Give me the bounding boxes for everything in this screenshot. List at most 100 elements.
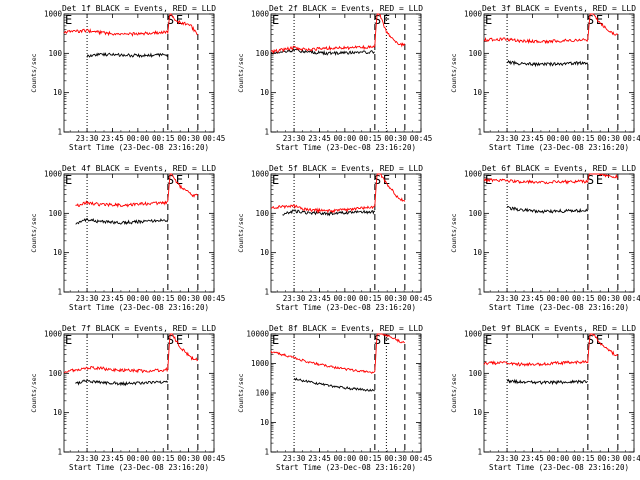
y-tick-label: 10 xyxy=(53,408,63,417)
panel-4: Det 4f BLACK = Events, RED = LLD 1 10 100 10… xyxy=(30,164,225,312)
panel-title: Det 5f BLACK = Events, RED = LLD xyxy=(269,164,423,173)
x-axis-label: Start Time (23-Dec-08 23:16:20) xyxy=(489,463,629,472)
x-tick-label: 00:15 xyxy=(572,134,595,143)
y-tick-label: 10 xyxy=(53,88,63,97)
y-tick-label: 1 xyxy=(57,288,62,297)
plot-frame xyxy=(63,13,215,133)
x-tick-label: 23:45 xyxy=(521,294,544,303)
y-tick-label: 100 xyxy=(48,369,62,378)
x-tick-label: 00:00 xyxy=(334,454,357,463)
y-tick-label: 10 xyxy=(473,248,483,257)
y-tick-label: 1000 xyxy=(251,10,270,19)
event-marker-s: S xyxy=(167,173,174,187)
y-tick-label: 10 xyxy=(473,88,483,97)
y-axis-label: Counts/sec xyxy=(30,53,38,92)
y-tick-label: 100 xyxy=(255,389,269,398)
x-tick-label: 23:30 xyxy=(76,454,99,463)
series-events xyxy=(75,378,169,387)
y-axis-label: Counts/sec xyxy=(30,373,38,412)
y-tick-label: 100 xyxy=(255,49,269,58)
x-axis-label: Start Time (23-Dec-08 23:16:20) xyxy=(489,143,629,152)
y-tick-label: 1000 xyxy=(251,359,270,368)
x-tick-label: 23:30 xyxy=(76,134,99,143)
y-tick-label: 1000 xyxy=(464,10,483,19)
x-tick-label: 23:45 xyxy=(101,134,124,143)
y-axis-label: Counts/sec xyxy=(237,373,245,412)
series-lld xyxy=(270,173,406,214)
event-marker-e: E xyxy=(65,13,72,27)
y-tick-label: 1 xyxy=(477,288,482,297)
x-tick-label: 00:30 xyxy=(384,134,407,143)
x-tick-label: 00:45 xyxy=(410,294,433,303)
x-tick-label: 23:45 xyxy=(308,454,331,463)
event-marker-e: E xyxy=(176,333,183,347)
y-tick-label: 100 xyxy=(48,209,62,218)
event-marker-s: S xyxy=(587,13,594,27)
x-tick-label: 00:00 xyxy=(334,134,357,143)
event-marker-e: E xyxy=(485,13,492,27)
y-tick-label: 1 xyxy=(477,448,482,457)
event-marker-e: E xyxy=(596,173,603,187)
x-tick-label: 00:30 xyxy=(597,134,620,143)
x-tick-label: 00:45 xyxy=(203,454,226,463)
x-tick-label: 23:45 xyxy=(101,454,124,463)
x-tick-label: 00:45 xyxy=(203,294,226,303)
x-tick-label: 23:30 xyxy=(496,134,519,143)
series-events xyxy=(506,59,589,68)
x-axis-label: Start Time (23-Dec-08 23:16:20) xyxy=(489,303,629,312)
y-tick-label: 10000 xyxy=(246,330,269,339)
y-tick-label: 10 xyxy=(473,408,483,417)
y-tick-label: 10 xyxy=(260,248,270,257)
y-axis-label: Counts/sec xyxy=(237,53,245,92)
plot-frame xyxy=(270,333,422,453)
plot-frame xyxy=(483,333,635,453)
event-marker-e: E xyxy=(176,173,183,187)
panel-title: Det 9f BLACK = Events, RED = LLD xyxy=(482,324,636,333)
y-axis-label: Counts/sec xyxy=(30,213,38,252)
y-tick-label: 1000 xyxy=(251,170,270,179)
y-tick-label: 1000 xyxy=(464,170,483,179)
y-tick-label: 1 xyxy=(57,128,62,137)
x-tick-label: 23:30 xyxy=(76,294,99,303)
panel-7: Det 7f BLACK = Events, RED = LLD 1 10 100 10… xyxy=(30,324,225,472)
event-marker-s: S xyxy=(587,333,594,347)
y-axis-label: Counts/sec xyxy=(450,373,458,412)
event-marker-e: E xyxy=(272,13,279,27)
x-tick-label: 00:15 xyxy=(359,294,382,303)
event-marker-s: S xyxy=(167,13,174,27)
panel-title: Det 3f BLACK = Events, RED = LLD xyxy=(482,4,636,13)
x-tick-label: 23:45 xyxy=(101,294,124,303)
x-axis-label: Start Time (23-Dec-08 23:16:20) xyxy=(276,143,416,152)
x-tick-label: 00:45 xyxy=(623,454,640,463)
series-lld xyxy=(270,333,406,375)
series-lld xyxy=(75,173,199,208)
y-axis-label: Counts/sec xyxy=(450,53,458,92)
event-marker-e: E xyxy=(485,333,492,347)
series-events xyxy=(270,47,375,57)
series-lld xyxy=(270,13,406,55)
y-tick-label: 100 xyxy=(468,209,482,218)
plot-frame xyxy=(483,13,635,133)
y-tick-label: 1 xyxy=(264,448,269,457)
panel-9: Det 9f BLACK = Events, RED = LLD 1 10 100 10… xyxy=(450,324,640,472)
event-marker-e: E xyxy=(65,333,72,347)
y-tick-label: 1 xyxy=(264,288,269,297)
x-tick-label: 23:45 xyxy=(308,134,331,143)
y-tick-label: 1000 xyxy=(44,10,63,19)
x-tick-label: 00:15 xyxy=(152,134,175,143)
panel-3: Det 3f BLACK = Events, RED = LLD 1 10 100 10… xyxy=(450,4,640,152)
event-marker-e: E xyxy=(383,333,390,347)
x-tick-label: 00:00 xyxy=(547,294,570,303)
y-tick-label: 10 xyxy=(53,248,63,257)
x-tick-label: 00:30 xyxy=(384,294,407,303)
y-axis-label: Counts/sec xyxy=(237,213,245,252)
x-tick-label: 23:45 xyxy=(521,454,544,463)
event-marker-e: E xyxy=(272,173,279,187)
event-marker-e: E xyxy=(176,13,183,27)
y-tick-label: 10 xyxy=(260,418,270,427)
panel-8: Det 8f BLACK = Events, RED = LLD 1 10 100 10… xyxy=(237,324,432,472)
plot-frame xyxy=(63,333,215,453)
x-tick-label: 00:15 xyxy=(572,294,595,303)
x-tick-label: 23:45 xyxy=(521,134,544,143)
